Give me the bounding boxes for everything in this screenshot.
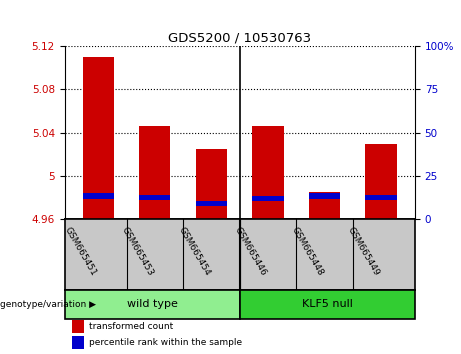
Bar xyxy=(139,126,171,219)
Text: KLF5 null: KLF5 null xyxy=(302,299,353,309)
Bar xyxy=(139,195,171,200)
Text: GSM665449: GSM665449 xyxy=(346,225,381,277)
Bar xyxy=(240,290,415,319)
Bar xyxy=(65,290,240,319)
Title: GDS5200 / 10530763: GDS5200 / 10530763 xyxy=(168,32,311,45)
Bar xyxy=(309,194,340,199)
Bar xyxy=(253,126,284,219)
Text: GSM665453: GSM665453 xyxy=(120,225,155,277)
Bar xyxy=(196,201,227,206)
Bar xyxy=(196,149,227,219)
Bar xyxy=(83,194,114,199)
Text: GSM665446: GSM665446 xyxy=(233,225,268,277)
Bar xyxy=(366,195,396,200)
Bar xyxy=(253,196,284,201)
Text: genotype/variation ▶: genotype/variation ▶ xyxy=(0,300,96,309)
Text: GSM665454: GSM665454 xyxy=(176,225,212,277)
Text: GSM665451: GSM665451 xyxy=(63,225,99,277)
Text: transformed count: transformed count xyxy=(89,322,173,331)
Bar xyxy=(71,320,84,333)
Text: GSM665448: GSM665448 xyxy=(290,225,325,277)
Bar xyxy=(366,144,396,219)
Text: wild type: wild type xyxy=(127,299,177,309)
Bar xyxy=(83,57,114,219)
Bar xyxy=(71,336,84,349)
Text: percentile rank within the sample: percentile rank within the sample xyxy=(89,338,242,347)
Bar xyxy=(309,192,340,219)
